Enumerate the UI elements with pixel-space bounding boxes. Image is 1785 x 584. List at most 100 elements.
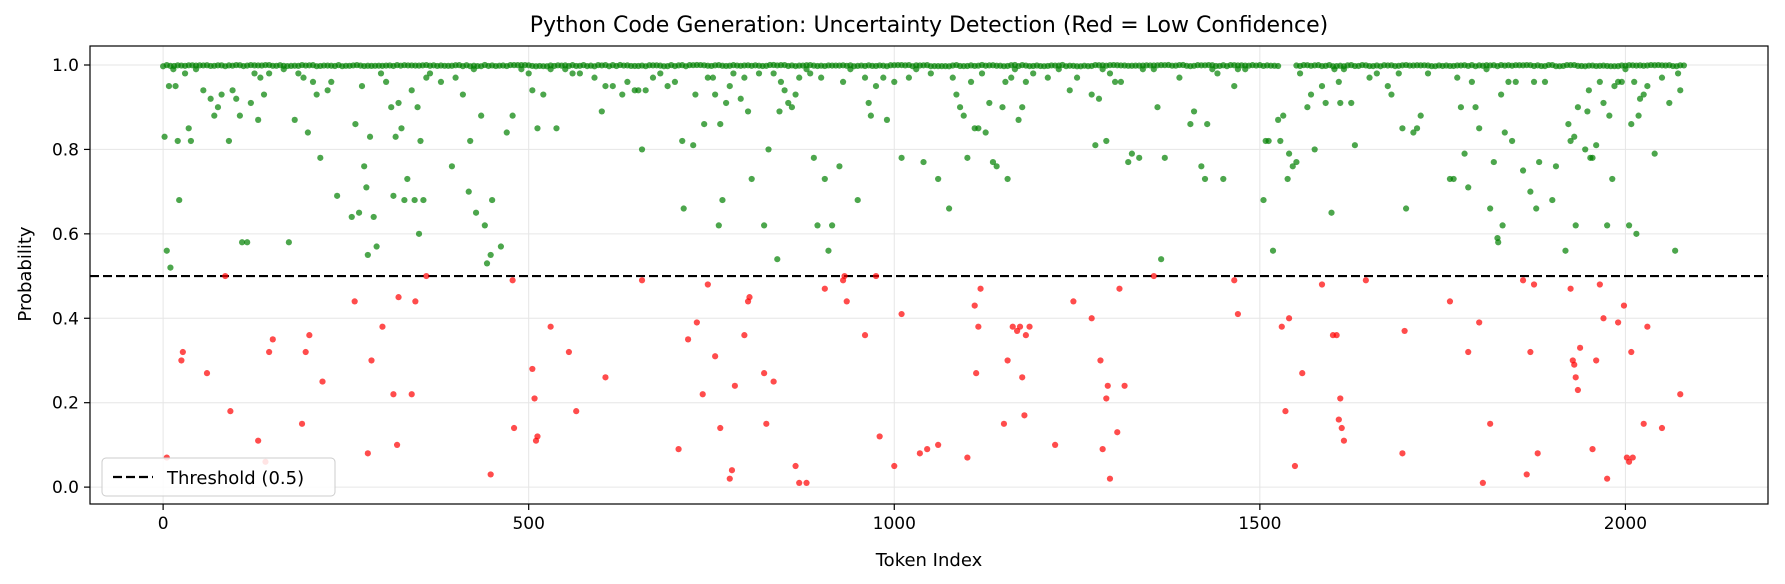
data-point-low-confidence bbox=[1399, 450, 1406, 457]
data-point-high-confidence bbox=[317, 154, 324, 161]
data-point-low-confidence bbox=[1677, 391, 1684, 398]
data-point-high-confidence bbox=[1337, 99, 1344, 107]
data-point-low-confidence bbox=[891, 462, 898, 470]
data-point-low-confidence bbox=[821, 285, 828, 292]
legend-box bbox=[101, 457, 336, 497]
data-point-high-confidence bbox=[717, 120, 724, 128]
data-point-high-confidence bbox=[163, 247, 170, 254]
data-point-low-confidence bbox=[1571, 361, 1578, 368]
data-point-high-confidence bbox=[503, 129, 510, 136]
data-point-high-confidence bbox=[776, 108, 783, 115]
data-point-low-confidence bbox=[843, 298, 850, 305]
data-point-high-confidence bbox=[390, 192, 397, 199]
data-point-low-confidence bbox=[302, 348, 309, 356]
data-point-high-confidence bbox=[483, 260, 491, 267]
data-point-high-confidence bbox=[1204, 120, 1211, 128]
data-point-high-confidence bbox=[229, 87, 236, 94]
data-point-low-confidence bbox=[1000, 420, 1008, 427]
data-point-high-confidence bbox=[982, 129, 989, 136]
data-point-high-confidence bbox=[880, 74, 887, 81]
data-point-high-confidence bbox=[999, 104, 1006, 111]
data-point-high-confidence bbox=[1600, 99, 1607, 107]
data-point-low-confidence bbox=[1116, 285, 1123, 292]
data-point-high-confidence bbox=[1340, 66, 1348, 73]
data-point-high-confidence bbox=[709, 74, 717, 81]
data-point-high-confidence bbox=[1289, 163, 1296, 170]
data-point-high-confidence bbox=[1103, 137, 1110, 145]
data-point-high-confidence bbox=[470, 66, 477, 73]
data-point-high-confidence bbox=[1618, 78, 1625, 85]
data-point-low-confidence bbox=[638, 277, 646, 284]
data-point-low-confidence bbox=[1070, 298, 1077, 305]
data-point-low-confidence bbox=[1628, 348, 1635, 356]
data-point-high-confidence bbox=[1410, 129, 1417, 136]
data-point-low-confidence bbox=[916, 450, 923, 457]
data-point-high-confidence bbox=[411, 196, 418, 204]
data-point-high-confidence bbox=[635, 87, 642, 94]
data-point-high-confidence bbox=[1318, 83, 1326, 90]
data-point-high-confidence bbox=[1635, 112, 1642, 119]
data-point-high-confidence bbox=[989, 158, 997, 166]
data-point-high-confidence bbox=[1280, 112, 1287, 119]
data-point-high-confidence bbox=[1190, 108, 1198, 115]
data-point-high-confidence bbox=[891, 78, 898, 85]
data-point-high-confidence bbox=[417, 137, 424, 145]
data-point-low-confidence bbox=[728, 467, 736, 474]
data-point-low-confidence bbox=[1574, 386, 1581, 394]
data-point-low-confidence bbox=[1026, 323, 1033, 330]
data-point-high-confidence bbox=[361, 163, 368, 170]
data-point-high-confidence bbox=[712, 91, 719, 98]
data-point-low-confidence bbox=[746, 294, 753, 301]
data-point-low-confidence bbox=[704, 281, 711, 288]
data-point-high-confidence bbox=[1611, 83, 1618, 90]
data-point-high-confidence bbox=[525, 70, 532, 77]
data-point-high-confidence bbox=[1499, 222, 1506, 229]
data-point-low-confidence bbox=[876, 433, 883, 440]
data-point-high-confidence bbox=[1677, 87, 1684, 94]
data-point-low-confidence bbox=[803, 479, 810, 486]
data-point-high-confidence bbox=[1413, 125, 1421, 132]
data-point-low-confidence bbox=[693, 319, 700, 326]
data-point-high-confidence bbox=[624, 78, 631, 85]
data-point-high-confidence bbox=[913, 66, 920, 73]
data-point-low-confidence bbox=[1022, 332, 1029, 339]
data-point-high-confidence bbox=[1596, 78, 1603, 85]
data-point-high-confidence bbox=[1284, 175, 1291, 183]
data-point-high-confidence bbox=[295, 70, 302, 77]
data-point-high-confidence bbox=[761, 222, 768, 229]
data-point-high-confidence bbox=[839, 78, 847, 85]
data-point-low-confidence bbox=[529, 365, 536, 373]
data-point-high-confidence bbox=[304, 129, 311, 136]
data-point-high-confidence bbox=[309, 78, 317, 85]
data-point-high-confidence bbox=[1099, 66, 1106, 73]
data-point-high-confidence bbox=[1187, 120, 1194, 128]
data-point-low-confidence bbox=[1593, 357, 1600, 364]
data-point-high-confidence bbox=[467, 137, 474, 145]
data-point-high-confidence bbox=[1055, 66, 1062, 73]
data-point-high-confidence bbox=[719, 196, 726, 204]
data-point-low-confidence bbox=[1615, 319, 1622, 326]
data-point-high-confidence bbox=[1636, 95, 1644, 102]
data-point-low-confidence bbox=[298, 420, 306, 427]
data-point-high-confidence bbox=[1293, 158, 1300, 166]
data-point-high-confidence bbox=[1622, 66, 1629, 73]
data-point-low-confidence bbox=[1620, 302, 1628, 309]
data-point-high-confidence bbox=[1490, 158, 1497, 166]
data-point-low-confidence bbox=[1009, 323, 1016, 330]
chart-title: Python Code Generation: Uncertainty Dete… bbox=[530, 13, 1329, 38]
data-point-low-confidence bbox=[1097, 357, 1104, 364]
data-point-high-confidence bbox=[935, 175, 942, 183]
data-point-high-confidence bbox=[1658, 74, 1666, 81]
data-point-high-confidence bbox=[1454, 74, 1461, 81]
data-point-high-confidence bbox=[1296, 70, 1304, 77]
data-point-low-confidence bbox=[1465, 348, 1472, 356]
y-tick-label: 0.4 bbox=[52, 309, 79, 329]
data-point-high-confidence bbox=[509, 112, 516, 119]
data-point-low-confidence bbox=[602, 374, 609, 381]
data-point-high-confidence bbox=[1106, 70, 1114, 77]
data-point-low-confidence bbox=[1572, 374, 1579, 381]
y-tick-label: 0.8 bbox=[52, 140, 79, 160]
data-point-low-confidence bbox=[1362, 277, 1369, 284]
data-point-low-confidence bbox=[408, 391, 415, 398]
data-point-high-confidence bbox=[1158, 256, 1165, 263]
